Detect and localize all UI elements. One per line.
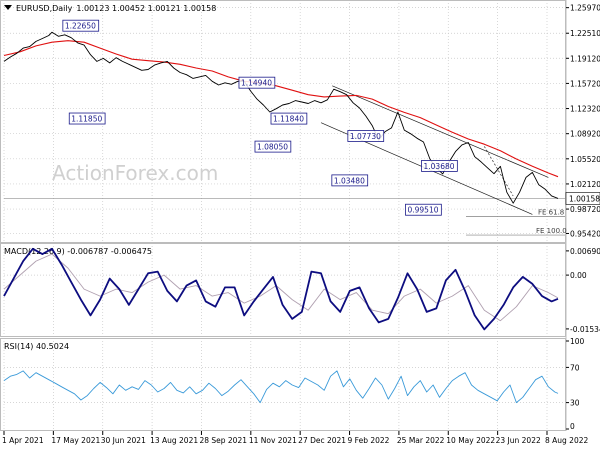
x-tick-label: 28 Sep 2021 (199, 436, 247, 445)
price-label-text: 1.11840 (273, 115, 304, 124)
price-label-text: 1.03480 (334, 176, 365, 185)
price-label-box (238, 76, 276, 89)
price-annotations: 1.22650 1.11850 1.14940 1.11840 1.08050 1.077… (62, 19, 567, 235)
price-tick-label: 1.02120 (570, 180, 600, 189)
x-tick-label: 11 Nov 2021 (249, 436, 297, 445)
price-label-text: 0.99510 (407, 206, 438, 215)
fib-100-label: FE 100.0 (536, 227, 567, 235)
chart-title: EURUSD,Daily 1.00123 1.00452 1.00121 1.00… (16, 4, 216, 13)
price-label-text: 1.11850 (71, 115, 102, 124)
price-label-box (405, 203, 442, 216)
watermark: ActionForex.com (52, 161, 218, 185)
macd-tick-label: 0.006906 (570, 247, 600, 256)
price-label-text: 1.07730 (350, 132, 381, 141)
price-label-box (331, 174, 369, 187)
rsi-tick-label: 100 (570, 337, 585, 346)
price-tick-label: 1.12320 (570, 105, 600, 114)
price-label-box (270, 112, 308, 125)
macd-tick-label: -0.015348 (570, 325, 600, 334)
price-label-box (62, 19, 100, 32)
x-tick-label: 25 Mar 2022 (397, 436, 445, 445)
price-label-box (347, 130, 385, 142)
axis-labels: 1 Apr 2021 17 May 2021 30 Jun 2021 13 Aug 2… (2, 4, 600, 445)
rsi-line (3, 370, 559, 404)
x-tick-label: 10 May 2022 (446, 436, 495, 445)
rsi-title: RSI(14) 40.5024 (4, 342, 69, 351)
channel-upper-line (332, 85, 549, 178)
rsi-tick-label: 30 (570, 399, 580, 408)
moving-average-line (3, 40, 559, 178)
price-label-box (421, 160, 458, 172)
price-label-box (254, 140, 292, 153)
price-tick-label: 0.95420 (570, 229, 600, 238)
x-tick-label: 13 Aug 2021 (150, 436, 198, 445)
x-tick-label: 30 Jun 2021 (101, 436, 146, 445)
price-label-text: 1.22650 (65, 22, 96, 31)
price-label-box (68, 112, 106, 125)
price-line (3, 31, 559, 204)
rsi-tick-label: 0 (570, 422, 575, 431)
rsi-panel-frame (0, 338, 566, 431)
macd-tick-label: 0.00 (570, 271, 587, 280)
collapse-arrow-icon[interactable] (4, 5, 12, 10)
price-tick-label: 1.19120 (570, 54, 600, 63)
x-tick-label: 1 Apr 2021 (2, 436, 44, 445)
symbol-label: EURUSD,Daily (16, 4, 73, 13)
price-label-text: 1.14940 (241, 79, 272, 88)
price-tick-label: 1.08920 (570, 130, 600, 139)
x-tick-label: 17 May 2021 (51, 436, 100, 445)
ohlc-values: 1.00123 1.00452 1.00121 1.00158 (76, 4, 216, 13)
price-tick-label: 0.98720 (570, 205, 600, 214)
fib-projection-line (484, 146, 514, 197)
x-tick-label: 23 Jun 2022 (496, 436, 541, 445)
price-tick-label: 1.15720 (570, 79, 600, 88)
current-price-tag (565, 192, 600, 205)
rsi-tick-label: 70 (570, 363, 580, 372)
macd-title: MACD(12,26,9) -0.006787 -0.006475 (4, 247, 152, 256)
gridlines (3, 3, 565, 429)
price-tick-label: 1.25970 (570, 4, 600, 13)
plot-lines (3, 31, 559, 404)
price-label-text: 1.03680 (424, 162, 455, 171)
x-tick-label: 9 Feb 2022 (348, 436, 390, 445)
x-tick-label: 27 Dec 2021 (298, 436, 346, 445)
macd-line (3, 247, 559, 331)
x-tick-label: 8 Aug 2022 (545, 436, 588, 445)
macd-signal-line (3, 253, 559, 322)
current-price-label: 1.00158 (569, 194, 600, 203)
price-label-text: 1.08050 (257, 143, 288, 152)
price-tick-label: 1.22510 (570, 29, 600, 38)
price-tick-label: 1.05520 (570, 155, 600, 164)
fib-61-label: FE 61.8 (538, 209, 564, 217)
